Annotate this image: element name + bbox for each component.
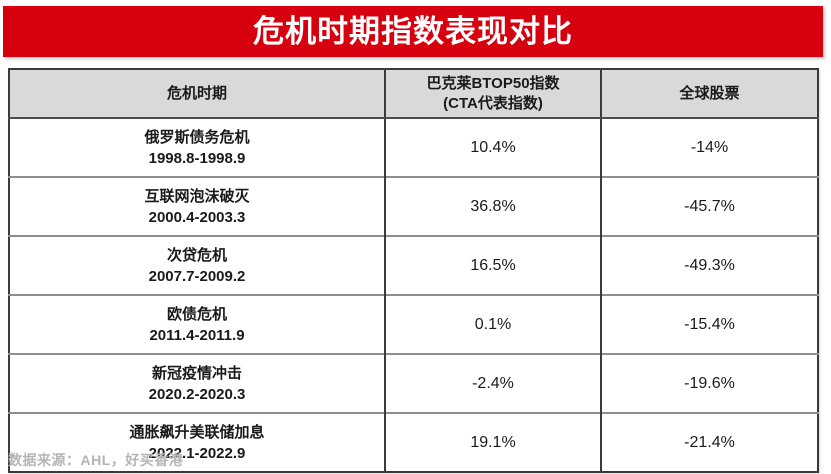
crisis-period: 2007.7-2009.2: [148, 267, 246, 285]
crisis-name: 通胀飙升美联储加息: [129, 423, 265, 441]
table-row: 欧债危机 2011.4-2011.9 0.1% -15.4%: [9, 294, 818, 354]
btop50-value: 10.4%: [384, 118, 601, 177]
btop50-value: 16.5%: [384, 235, 601, 295]
crisis-cell: 欧债危机 2011.4-2011.9: [9, 294, 385, 354]
comparison-table-wrapper: 危机时期 巴克莱BTOP50指数 (CTA代表指数) 全球股票 俄罗斯债务危机 …: [8, 68, 819, 473]
btop50-value: 0.1%: [384, 294, 601, 354]
col-header-global-equities: 全球股票: [600, 69, 818, 119]
table-row: 次贷危机 2007.7-2009.2 16.5% -49.3%: [9, 235, 818, 295]
crisis-period: 2011.4-2011.9: [149, 326, 245, 344]
title-banner: 危机时期指数表现对比: [3, 6, 823, 57]
crisis-period: 2020.2-2020.3: [148, 385, 246, 403]
btop50-value: -2.4%: [384, 353, 601, 413]
crisis-cell: 俄罗斯债务危机 1998.8-1998.9: [9, 118, 385, 177]
btop50-value: 36.8%: [384, 176, 601, 236]
global-equities-value: -15.4%: [600, 294, 818, 354]
crisis-cell: 通胀飙升美联储加息 2022.1-2022.9: [9, 412, 385, 472]
crisis-name: 新冠疫情冲击: [151, 364, 242, 382]
crisis-name: 欧债危机: [166, 305, 227, 323]
global-equities-value: -14%: [600, 118, 818, 177]
global-equities-value: -19.6%: [600, 353, 818, 413]
page-title: 危机时期指数表现对比: [253, 14, 573, 49]
col-header-crisis-period: 危机时期: [9, 69, 385, 119]
crisis-cell: 互联网泡沫破灭 2000.4-2003.3: [9, 176, 385, 236]
header-row: 危机时期 巴克莱BTOP50指数 (CTA代表指数) 全球股票: [9, 69, 818, 119]
table-row: 通胀飙升美联储加息 2022.1-2022.9 19.1% -21.4%: [9, 412, 818, 472]
crisis-name: 次贷危机: [166, 246, 227, 264]
table-row: 俄罗斯债务危机 1998.8-1998.9 10.4% -14%: [9, 118, 818, 177]
crisis-name: 俄罗斯债务危机: [144, 128, 250, 146]
data-source-note: 数据来源：AHL，好买香港: [8, 452, 184, 468]
table-row: 新冠疫情冲击 2020.2-2020.3 -2.4% -19.6%: [9, 353, 818, 413]
global-equities-value: -45.7%: [600, 176, 818, 236]
crisis-period: 2022.1-2022.9: [148, 444, 246, 462]
col-header-btop50-index: 巴克莱BTOP50指数 (CTA代表指数): [384, 69, 601, 119]
crisis-cell: 新冠疫情冲击 2020.2-2020.3: [9, 353, 385, 413]
crisis-cell: 次贷危机 2007.7-2009.2: [9, 235, 385, 295]
crisis-name: 互联网泡沫破灭: [144, 187, 250, 205]
crisis-period: 2000.4-2003.3: [148, 208, 246, 226]
global-equities-value: -21.4%: [600, 412, 818, 472]
btop50-value: 19.1%: [384, 412, 601, 472]
crisis-period: 1998.8-1998.9: [148, 149, 246, 167]
table-row: 互联网泡沫破灭 2000.4-2003.3 36.8% -45.7%: [9, 176, 818, 236]
global-equities-value: -49.3%: [600, 235, 818, 295]
crisis-comparison-table: 危机时期 巴克莱BTOP50指数 (CTA代表指数) 全球股票 俄罗斯债务危机 …: [8, 68, 819, 473]
